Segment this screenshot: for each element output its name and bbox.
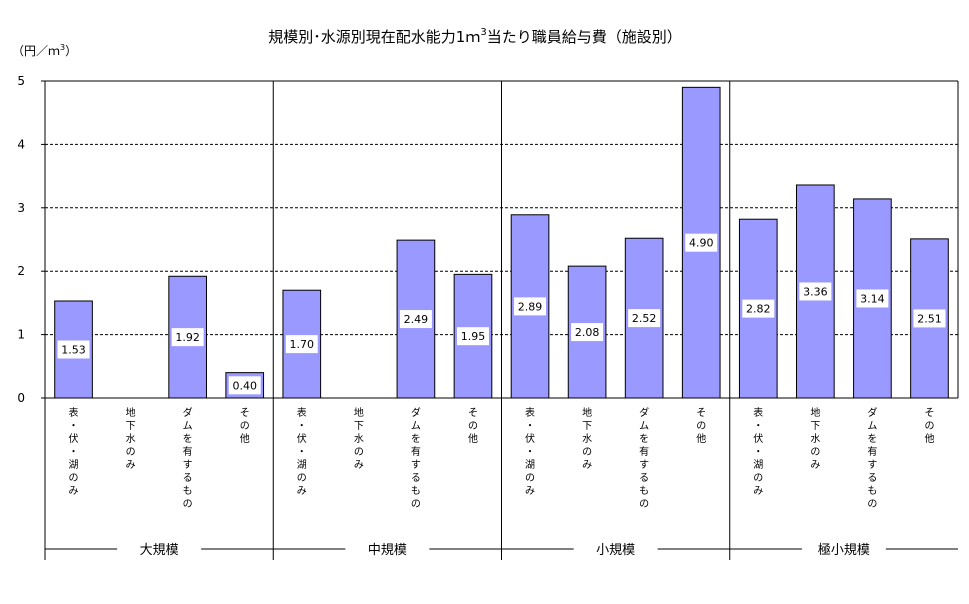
category-label: ダムを有するもの [867,406,877,510]
chart-title: 規模別･水源別現在配水能力1ｍ3当たり職員給与費（施設別） [268,27,681,46]
category-label: ダムを有するもの [183,406,193,510]
category-label: その他 [924,407,934,445]
plot-area: 0 1 2 3 4 5 1.53 表・伏・湖のみ 地下水のみ 1.92 ダムを有するもの 0.40 その… [17,74,959,560]
data-label: 3.14 [860,292,885,305]
category-label: 表・伏・湖のみ [69,406,79,497]
data-label-box [628,309,661,328]
y-tick-label: 1 [17,328,25,342]
data-label-box [456,327,489,346]
category-label: ダムを有するもの [411,406,421,510]
data-label-box [171,328,204,347]
data-label: 2.82 [746,303,771,316]
data-label: 2.52 [632,312,657,325]
y-tick-label: 2 [17,264,25,278]
data-label-box [571,323,604,342]
data-label-box [514,297,547,316]
data-label: 4.90 [689,237,714,250]
category-label: 地下水のみ [354,406,364,471]
y-tick-label: 0 [17,391,25,405]
data-label-box [285,335,318,354]
category-label: その他 [240,407,250,445]
data-label: 0.40 [232,379,257,392]
category-label: 表・伏・湖のみ [753,406,763,497]
group-label: 小規模 [596,543,635,558]
data-label: 2.08 [575,326,600,339]
y-axis-label-suffix: ） [65,44,77,58]
data-label: 3.36 [803,285,828,298]
category-label: 地下水のみ [582,406,592,471]
data-label-box [685,233,718,252]
category-label: ダムを有するもの [639,406,649,510]
category-label: 地下水のみ [810,406,820,471]
data-label: 2.49 [404,313,429,326]
y-axis-label: （円／ｍ3） [12,43,77,58]
data-label-box [742,299,775,318]
data-label-box [799,282,832,301]
data-label: 1.53 [61,343,86,356]
chart-title-main: 規模別･水源別現在配水能力1ｍ [268,28,480,46]
y-tick-label: 4 [17,137,25,151]
chart-title-suffix: 当たり職員給与費（施設別） [487,28,682,46]
y-tick-label: 3 [17,201,25,215]
data-label-box [913,309,946,328]
category-label: 表・伏・湖のみ [525,406,535,497]
data-label: 2.51 [917,312,942,325]
data-label-box [399,310,432,329]
data-label-box [228,376,261,395]
data-label: 1.70 [290,338,315,351]
y-axis-label-superscript: 3 [60,43,65,52]
group-label: 中規模 [368,543,407,558]
data-label: 1.95 [461,330,486,343]
data-label-box [856,289,889,308]
data-label: 2.89 [518,300,543,313]
group-label: 大規模 [140,543,179,558]
y-tick-label: 5 [17,74,25,88]
data-label-box [57,340,90,359]
category-label: その他 [696,407,706,445]
y-axis-label-main: （円／ｍ [12,44,60,58]
data-label: 1.92 [175,331,200,344]
chart-title-superscript: 3 [480,27,486,38]
category-label: 表・伏・湖のみ [297,406,307,497]
category-label: 地下水のみ [126,406,136,471]
category-label: その他 [468,407,478,445]
group-label: 極小規模 [818,542,870,558]
